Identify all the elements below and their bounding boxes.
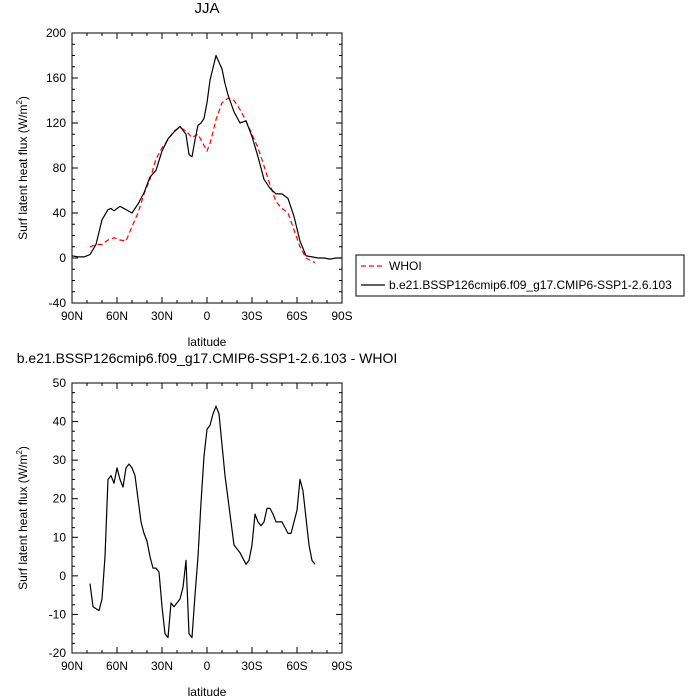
y-tick-label: 20 bbox=[53, 492, 67, 506]
top-title: JJA bbox=[194, 0, 219, 17]
series-line-0 bbox=[89, 97, 316, 264]
legend-label-whoi: WHOI bbox=[389, 259, 422, 273]
legend-frame bbox=[355, 254, 685, 297]
x-tick-label: 30N bbox=[151, 309, 173, 323]
top-ylabel: Surf latent heat flux (W/m2) bbox=[15, 96, 30, 240]
y-tick-label: 40 bbox=[53, 206, 67, 220]
bottom-title: b.e21.BSSP126cmip6.f09_g17.CMIP6-SSP1-2.… bbox=[17, 350, 398, 366]
y-tick-label: -10 bbox=[49, 607, 67, 621]
x-tick-label: 90S bbox=[331, 309, 352, 323]
y-tick-label: 80 bbox=[53, 161, 67, 175]
x-tick-label: 0 bbox=[204, 309, 211, 323]
x-tick-label: 30N bbox=[151, 659, 173, 673]
y-tick-label: 200 bbox=[46, 26, 66, 40]
y-tick-label: 0 bbox=[59, 569, 66, 583]
top-xlabel: latitude bbox=[188, 335, 227, 349]
x-tick-label: 90S bbox=[331, 659, 352, 673]
bottom-ylabel: Surf latent heat flux (W/m2) bbox=[15, 446, 30, 590]
x-tick-label: 0 bbox=[204, 659, 211, 673]
legend: WHOI b.e21.BSSP126cmip6.f09_g17.CMIP6-SS… bbox=[355, 254, 685, 297]
x-tick-label: 60N bbox=[106, 659, 128, 673]
y-tick-label: 10 bbox=[53, 530, 67, 544]
y-tick-label: 50 bbox=[53, 376, 67, 390]
x-tick-label: 30S bbox=[241, 659, 262, 673]
bottom-ticks: 90N 60N 30N 0 30S 60S 90S -20 -10 0 10 20 30 40 50 bbox=[49, 376, 353, 673]
top-series bbox=[71, 54, 342, 264]
x-tick-label: 90N bbox=[61, 659, 83, 673]
y-tick-label: -20 bbox=[49, 646, 67, 660]
bottom-panel: b.e21.BSSP126cmip6.f09_g17.CMIP6-SSP1-2.… bbox=[15, 350, 397, 699]
x-tick-label: 60S bbox=[286, 659, 307, 673]
legend-label-model: b.e21.BSSP126cmip6.f09_g17.CMIP6-SSP1-2.… bbox=[389, 278, 672, 292]
bottom-plot-frame bbox=[71, 382, 343, 654]
top-plot-frame bbox=[71, 32, 343, 304]
x-tick-label: 60N bbox=[106, 309, 128, 323]
y-tick-label: 30 bbox=[53, 453, 67, 467]
y-tick-label: 0 bbox=[59, 251, 66, 265]
y-tick-label: 120 bbox=[46, 116, 66, 130]
x-tick-label: 30S bbox=[241, 309, 262, 323]
x-tick-label: 90N bbox=[61, 309, 83, 323]
series-line-1 bbox=[71, 54, 342, 260]
y-tick-label: -40 bbox=[49, 296, 67, 310]
x-tick-label: 60S bbox=[286, 309, 307, 323]
y-tick-label: 160 bbox=[46, 71, 66, 85]
y-tick-label: 40 bbox=[53, 415, 67, 429]
bottom-xlabel: latitude bbox=[188, 685, 227, 699]
bottom-series bbox=[89, 405, 316, 639]
top-ticks: 90N 60N 30N 0 30S 60S 90S -40 0 40 80 120 160 200 bbox=[46, 26, 353, 323]
top-panel: JJA 90N 60N 30N 0 30S 60S 90S -40 0 40 80 120 160 200… bbox=[15, 0, 353, 349]
series-line-0 bbox=[89, 405, 316, 639]
